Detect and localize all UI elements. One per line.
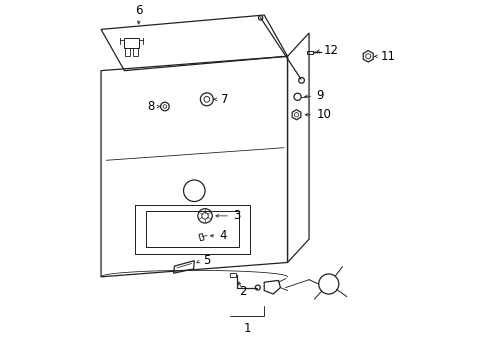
Text: 2: 2 xyxy=(239,285,246,298)
Bar xyxy=(230,273,235,277)
Text: 12: 12 xyxy=(323,44,338,57)
Text: 3: 3 xyxy=(233,210,240,222)
Text: 6: 6 xyxy=(135,4,142,17)
Text: 4: 4 xyxy=(219,229,226,242)
Bar xyxy=(306,50,313,54)
Bar xyxy=(199,234,203,241)
Text: 1: 1 xyxy=(243,322,251,336)
Text: 9: 9 xyxy=(316,89,323,102)
Text: 10: 10 xyxy=(316,108,330,121)
Text: 5: 5 xyxy=(203,254,210,267)
Text: 11: 11 xyxy=(380,50,395,63)
Text: 8: 8 xyxy=(146,100,154,113)
Text: 7: 7 xyxy=(221,93,228,106)
Circle shape xyxy=(258,16,262,20)
